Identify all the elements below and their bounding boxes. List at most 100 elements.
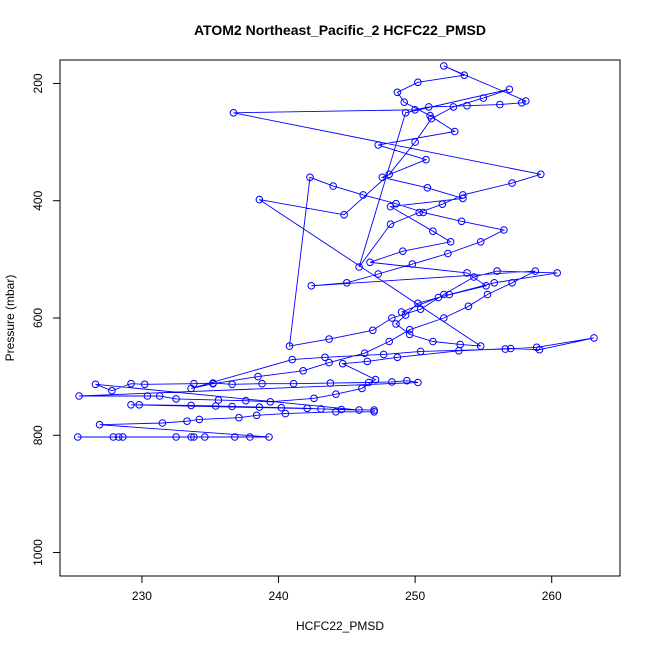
data-point (493, 267, 501, 275)
data-point (386, 220, 395, 228)
data-point (463, 269, 471, 277)
data-point (388, 314, 396, 322)
data-point (414, 299, 422, 308)
data-point (91, 380, 100, 389)
data-point (359, 191, 368, 199)
data-point (172, 433, 180, 441)
data-point (411, 138, 419, 146)
data-point (299, 367, 307, 375)
data-point (355, 263, 363, 271)
data-point (140, 380, 149, 389)
data-point (490, 279, 499, 287)
y-tick-label: 1000 (31, 539, 45, 566)
data-point (434, 293, 443, 302)
data-point (393, 88, 402, 97)
data-point (505, 85, 514, 94)
data-point (422, 155, 430, 164)
data-point (321, 353, 329, 362)
y-axis-label: Pressure (mbar) (3, 275, 17, 362)
data-point (500, 226, 508, 234)
data-point (399, 247, 407, 255)
data-point (369, 326, 377, 335)
data-point (155, 392, 164, 400)
data-point (460, 71, 469, 79)
data-point (228, 380, 236, 389)
data-point (445, 290, 454, 299)
data-point (255, 403, 264, 411)
data-point (522, 97, 530, 105)
data-point (508, 279, 516, 287)
data-point (75, 392, 83, 400)
data-point (482, 282, 490, 290)
data-point (378, 173, 387, 182)
data-point (285, 342, 294, 350)
data-point (255, 195, 264, 204)
data-point (476, 342, 485, 350)
data-point (415, 208, 424, 217)
data-point (307, 282, 316, 290)
data-point (303, 404, 312, 413)
data-point (337, 405, 346, 414)
data-point (414, 378, 422, 387)
data-point (385, 170, 394, 179)
y-axis: 200 400 600 800 1000 (31, 73, 60, 566)
data-point (397, 308, 406, 316)
data-point (388, 378, 396, 386)
data-point (392, 320, 400, 328)
data-point (228, 402, 236, 411)
data-point (343, 279, 351, 287)
data-point (277, 403, 286, 412)
data-point (553, 269, 562, 277)
data-point (374, 141, 383, 149)
data-point (463, 101, 471, 110)
data-point (363, 357, 372, 366)
data-point (517, 99, 526, 107)
data-point (429, 227, 437, 235)
x-axis-label: HCFC22_PMSD (296, 619, 384, 633)
data-point (379, 350, 388, 359)
data-point (158, 419, 167, 427)
data-series (74, 62, 598, 441)
data-point (108, 386, 116, 395)
y-tick-label: 800 (31, 425, 45, 445)
data-point (449, 103, 458, 111)
data-point (109, 433, 118, 441)
data-point (508, 179, 516, 187)
data-point (265, 433, 273, 441)
data-point (374, 270, 383, 278)
data-point (446, 238, 455, 246)
data-point (364, 378, 373, 387)
data-point (438, 200, 447, 208)
data-point (440, 314, 448, 322)
data-point (371, 375, 380, 384)
data-point (242, 396, 250, 405)
data-point (310, 394, 318, 403)
data-point (119, 433, 127, 441)
data-point (457, 217, 466, 226)
data-point (135, 401, 143, 409)
data-point (476, 238, 485, 246)
data-point (127, 401, 135, 409)
data-point (370, 406, 378, 414)
data-point (386, 202, 395, 211)
x-tick-label: 230 (132, 589, 152, 603)
data-point (419, 208, 428, 217)
data-point (403, 376, 411, 385)
data-point (440, 62, 448, 70)
data-point (459, 191, 467, 199)
data-point (329, 182, 338, 190)
data-point (288, 355, 297, 364)
data-point (385, 337, 394, 346)
data-point (258, 379, 266, 388)
data-point (425, 103, 433, 111)
data-point (355, 406, 363, 414)
data-point (214, 396, 223, 404)
data-point (366, 258, 374, 267)
data-point (358, 384, 366, 393)
data-point (340, 211, 348, 219)
data-point (127, 379, 135, 388)
data-point (496, 100, 504, 109)
data-point (360, 349, 369, 358)
data-point (393, 353, 402, 362)
